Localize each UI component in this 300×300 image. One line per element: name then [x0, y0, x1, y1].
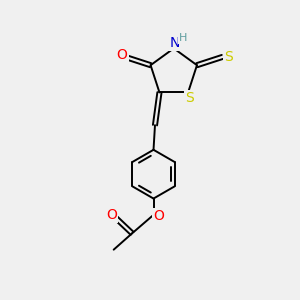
Text: S: S [225, 50, 233, 64]
Text: S: S [185, 91, 194, 105]
Text: O: O [117, 48, 128, 62]
Text: O: O [106, 208, 117, 222]
Text: N: N [169, 36, 180, 50]
Text: O: O [153, 209, 164, 224]
Text: H: H [179, 33, 188, 43]
